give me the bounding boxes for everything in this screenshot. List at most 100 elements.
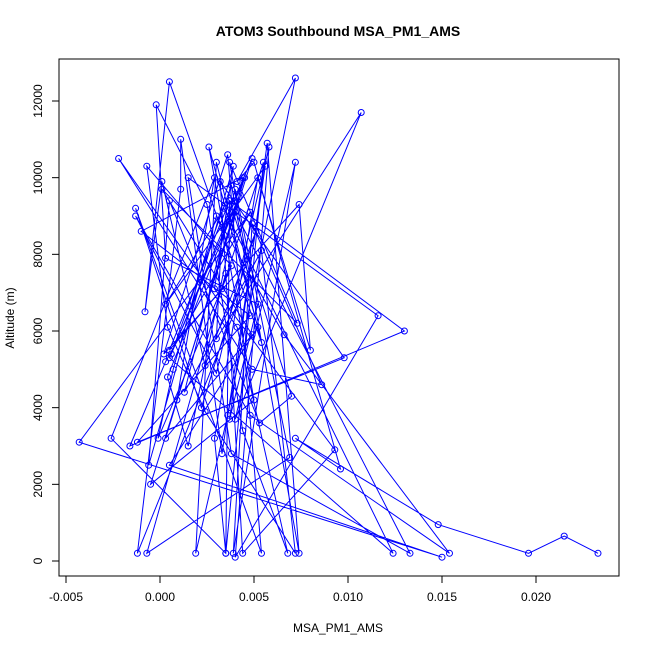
- data-point: [288, 392, 296, 400]
- data-point: [143, 549, 151, 557]
- data-point: [152, 101, 160, 109]
- data-point: [248, 220, 256, 228]
- data-point: [438, 553, 446, 561]
- data-point: [239, 427, 247, 435]
- data-point: [162, 254, 170, 262]
- y-tick-label: 0: [31, 557, 45, 564]
- data-point: [254, 174, 262, 182]
- data-point: [306, 346, 314, 354]
- data-point: [235, 193, 243, 201]
- data-point: [254, 323, 262, 331]
- data-point: [197, 404, 205, 412]
- data-point: [211, 434, 218, 442]
- y-tick-label: 8000: [31, 241, 45, 268]
- data-point: [446, 549, 453, 557]
- data-point: [252, 227, 260, 235]
- data-point: [211, 285, 218, 293]
- data-point: [220, 204, 228, 212]
- data-point: [192, 549, 200, 557]
- data-point: [132, 204, 140, 212]
- data-point: [158, 178, 166, 185]
- data-point: [177, 185, 185, 193]
- data-point: [254, 300, 262, 308]
- data-point: [218, 224, 226, 231]
- data-point: [295, 549, 303, 557]
- data-point: [241, 174, 249, 182]
- data-point: [160, 350, 168, 358]
- data-point: [205, 143, 213, 151]
- data-point: [162, 358, 170, 366]
- data-point: [265, 143, 273, 151]
- data-point: [227, 450, 235, 458]
- series-layer: [75, 74, 602, 561]
- data-point: [389, 549, 397, 557]
- data-point: [184, 174, 192, 182]
- data-point: [256, 419, 264, 427]
- data-point: [212, 335, 220, 343]
- data-point: [143, 162, 151, 170]
- x-axis: -0.005 0.000 0.005 0.010 0.015 0.020: [49, 575, 551, 604]
- data-point: [126, 442, 134, 450]
- data-point: [291, 158, 299, 166]
- data-point: [248, 365, 256, 373]
- data-point: [250, 396, 258, 404]
- x-tick-label: 0.015: [427, 590, 457, 604]
- data-point: [132, 212, 140, 220]
- data-point: [525, 549, 532, 557]
- x-tick-label: 0.020: [521, 590, 551, 604]
- data-point: [261, 162, 269, 170]
- data-point: [400, 327, 408, 335]
- data-point: [239, 174, 247, 182]
- data-point: [291, 549, 299, 557]
- data-point: [226, 415, 234, 423]
- data-point: [227, 181, 235, 189]
- data-point: [340, 354, 348, 362]
- data-point: [295, 201, 303, 208]
- x-tick-label: -0.005: [49, 590, 83, 604]
- data-point: [212, 212, 220, 220]
- data-point: [165, 354, 173, 362]
- data-point: [337, 465, 344, 473]
- data-point: [218, 450, 226, 458]
- data-point: [180, 388, 188, 396]
- data-point: [406, 549, 414, 557]
- data-point: [231, 185, 239, 193]
- data-point: [239, 549, 247, 557]
- y-tick-label: 4000: [31, 394, 45, 421]
- data-point: [231, 208, 239, 216]
- x-axis-label: MSA_PM1_AMS: [293, 621, 383, 635]
- data-point: [246, 208, 254, 216]
- data-point: [201, 362, 209, 369]
- data-point: [165, 197, 173, 205]
- data-point: [212, 369, 220, 377]
- data-point: [158, 185, 166, 193]
- data-point: [229, 162, 237, 170]
- data-point: [165, 346, 173, 354]
- data-point: [147, 480, 155, 488]
- data-point: [184, 442, 192, 450]
- y-axis-label: Altitude (m): [3, 287, 17, 348]
- data-point: [318, 381, 326, 389]
- y-tick-label: 2000: [31, 471, 45, 498]
- data-point: [164, 323, 171, 331]
- x-tick-label: 0.010: [333, 590, 363, 604]
- data-point: [137, 227, 145, 235]
- data-point: [258, 247, 265, 254]
- data-point: [226, 158, 234, 166]
- data-point: [291, 434, 299, 442]
- data-point: [233, 323, 241, 331]
- data-point: [331, 446, 339, 454]
- data-point: [167, 350, 175, 358]
- series-line: [78, 77, 599, 558]
- data-point: [222, 270, 230, 277]
- data-point: [218, 285, 226, 293]
- data-point: [145, 461, 153, 469]
- data-point: [594, 549, 602, 557]
- data-point: [169, 365, 177, 373]
- data-point: [177, 135, 185, 143]
- data-point: [162, 300, 170, 308]
- data-point: [560, 532, 568, 540]
- data-point: [291, 74, 299, 82]
- data-point: [133, 438, 141, 446]
